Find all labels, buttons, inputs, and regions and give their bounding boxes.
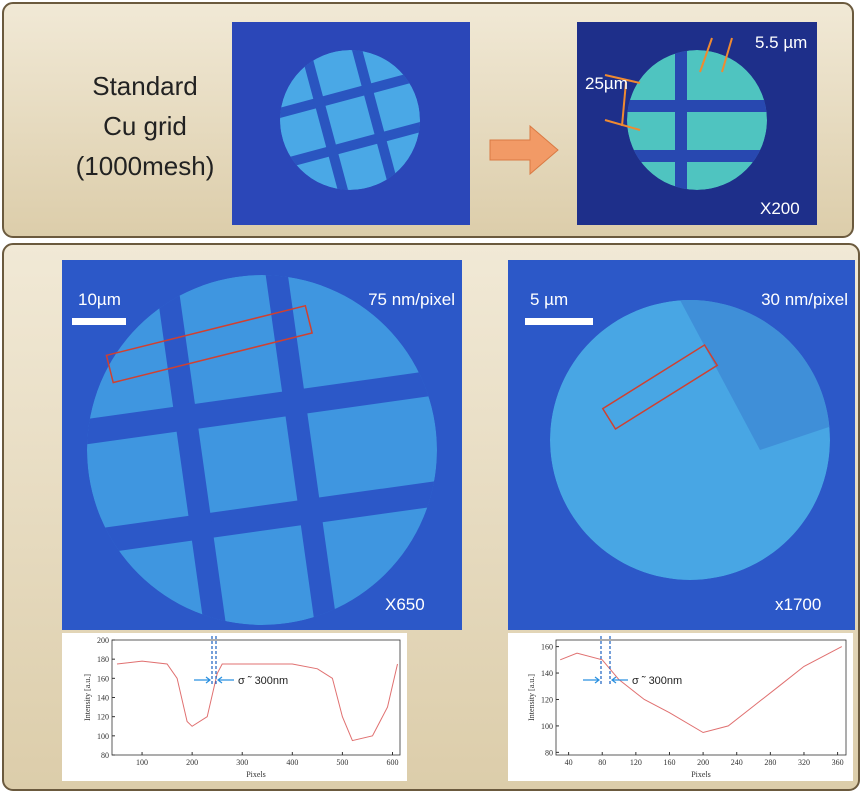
- x-tick-label: 600: [386, 758, 398, 767]
- x-tick-label: 160: [663, 758, 675, 767]
- y-axis-label: Intensity [a.u.]: [527, 674, 536, 721]
- pitch-label: 25µm: [585, 74, 628, 93]
- y-tick-label: 120: [97, 713, 109, 722]
- x-axis-label: Pixels: [691, 770, 711, 779]
- width-label: 5.5 µm: [755, 33, 807, 52]
- y-tick-label: 100: [541, 722, 553, 731]
- resolution: 75 nm/pixel: [368, 290, 455, 309]
- y-tick-label: 100: [97, 732, 109, 741]
- image-x1700: [508, 260, 855, 630]
- x-axis-label: Pixels: [246, 770, 266, 779]
- x-tick-label: 100: [136, 758, 148, 767]
- label-line: Standard: [92, 71, 198, 101]
- x-tick-label: 240: [731, 758, 743, 767]
- slide: Standard Cu grid (1000mesh) 5.5 µm 25µm …: [0, 0, 865, 795]
- annotation: σ ˜ 300nm: [632, 675, 682, 687]
- image-x200: [577, 22, 817, 225]
- y-tick-label: 120: [541, 695, 553, 704]
- x-tick-label: 120: [630, 758, 642, 767]
- x-tick-label: 200: [697, 758, 709, 767]
- x-tick-label: 280: [764, 758, 776, 767]
- x-tick-label: 80: [598, 758, 606, 767]
- y-tick-label: 140: [541, 669, 553, 678]
- page: Standard Cu grid (1000mesh) 5.5 µm 25µm …: [0, 0, 865, 795]
- y-tick-label: 160: [97, 674, 109, 683]
- x-tick-label: 500: [336, 758, 348, 767]
- x-tick-label: 300: [236, 758, 248, 767]
- annotation: σ ˜ 300nm: [238, 675, 288, 687]
- y-tick-label: 80: [545, 748, 553, 757]
- label-line: (1000mesh): [76, 151, 215, 181]
- x-tick-label: 320: [798, 758, 810, 767]
- x-tick-label: 400: [286, 758, 298, 767]
- scale-bar-label: 10µm: [78, 290, 121, 309]
- y-tick-label: 140: [97, 694, 109, 703]
- y-tick-label: 80: [101, 751, 109, 760]
- y-tick-label: 180: [97, 655, 109, 664]
- y-tick-label: 160: [541, 643, 553, 652]
- x-tick-label: 200: [186, 758, 198, 767]
- magnification: x1700: [775, 595, 821, 614]
- y-tick-label: 200: [97, 636, 109, 645]
- resolution: 30 nm/pixel: [761, 290, 848, 309]
- scale-bar-label: 5 µm: [530, 290, 568, 309]
- magnification: X200: [760, 199, 800, 218]
- y-axis-label: Intensity [a.u.]: [83, 674, 92, 721]
- x-tick-label: 40: [565, 758, 573, 767]
- label-line: Cu grid: [103, 111, 187, 141]
- plot-bg: [62, 633, 407, 781]
- x-tick-label: 360: [832, 758, 844, 767]
- image-x60: [232, 22, 470, 225]
- magnification: X650: [385, 595, 425, 614]
